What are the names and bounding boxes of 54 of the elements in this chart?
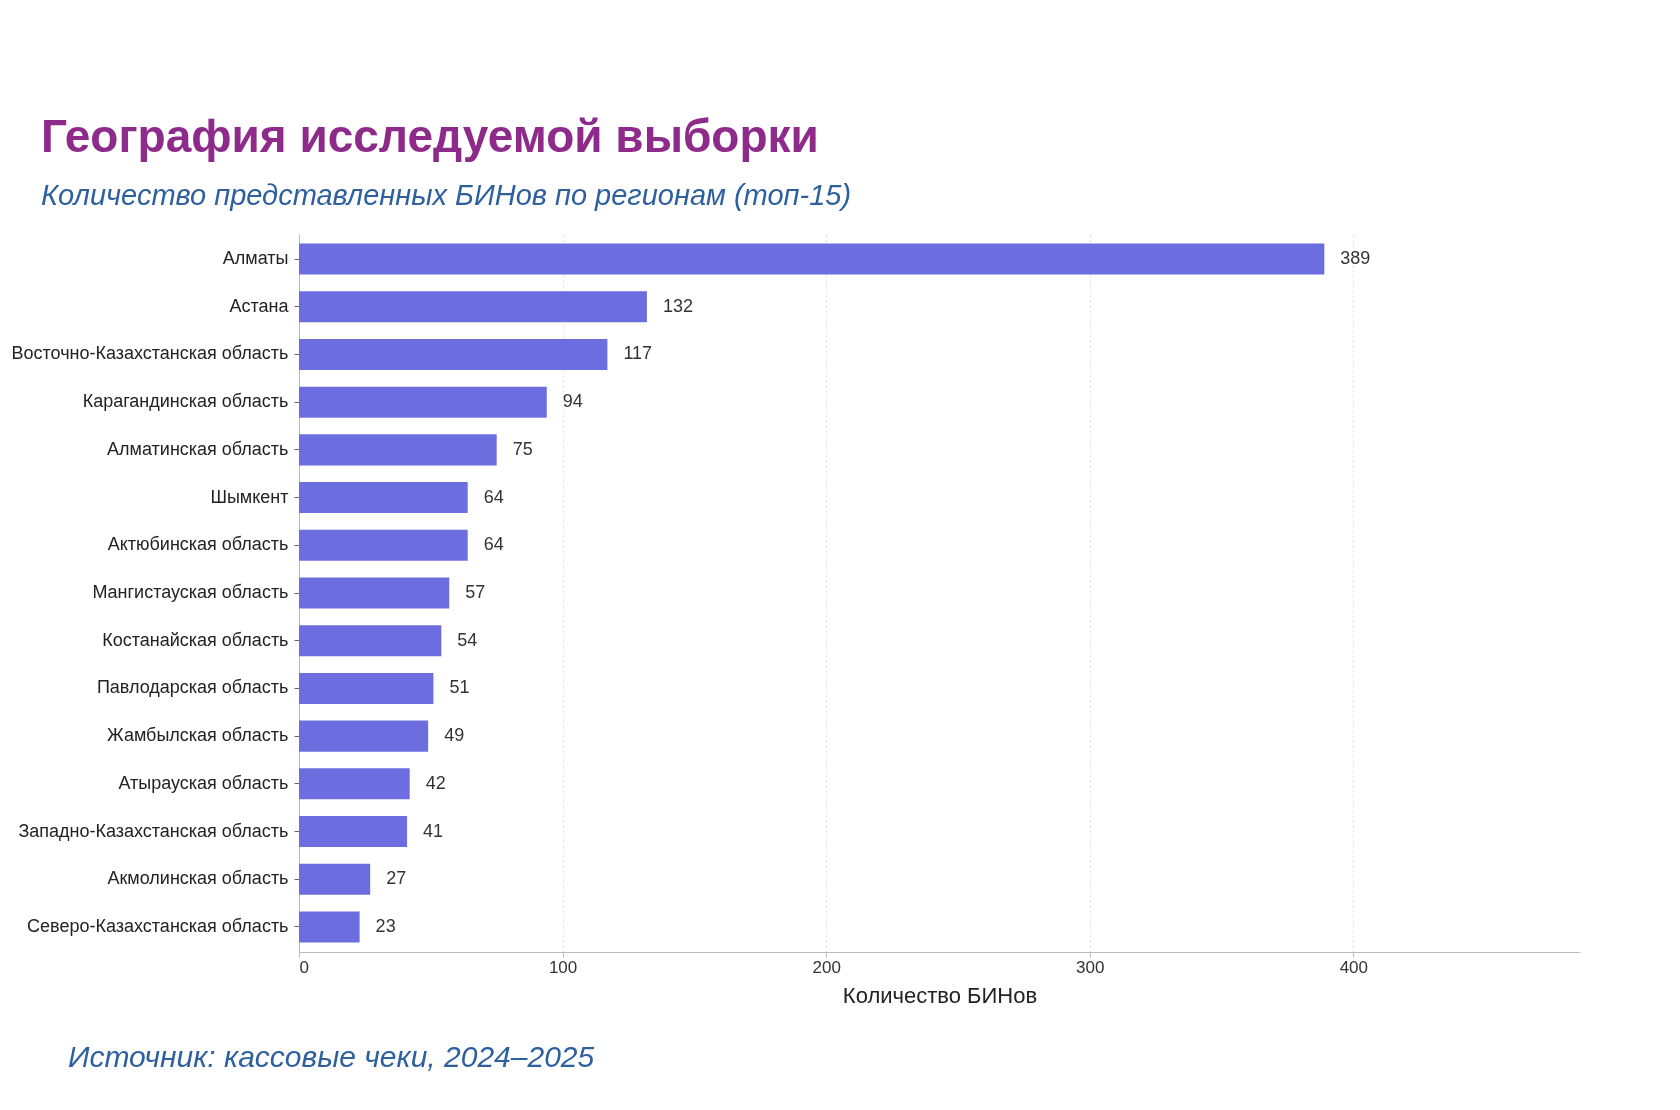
- y-tick-label: Карагандинская область: [82, 391, 289, 412]
- y-tick-label: Западно-Казахстанская область: [18, 820, 289, 841]
- chart-subtitle: Количество представленных БИНов по регионам (топ-15): [41, 179, 852, 211]
- data-label: 42: [425, 772, 446, 793]
- x-tick-label: 400: [1339, 957, 1369, 977]
- bar: [299, 720, 429, 752]
- y-tick-label: Атырауская область: [118, 772, 289, 793]
- x-axis-title: Количество БИНов: [842, 982, 1038, 1008]
- y-tick-label: Актюбинская область: [107, 534, 289, 555]
- data-label: 41: [423, 820, 444, 841]
- data-label: 64: [483, 534, 504, 555]
- data-label: 27: [386, 868, 407, 889]
- y-tick-label: Павлодарская область: [96, 677, 289, 698]
- bar: [299, 863, 371, 895]
- bar: [299, 386, 547, 418]
- bar: [299, 482, 468, 514]
- y-tick-label: Жамбылская область: [107, 725, 289, 746]
- data-label: 117: [623, 343, 653, 364]
- text: Источник: кассовые чеки, 2024–2025: [68, 1040, 595, 1074]
- data-label: 94: [562, 391, 583, 412]
- data-label: 64: [483, 486, 504, 507]
- y-tick-label: Восточно-Казахстанская область: [11, 343, 289, 364]
- bar: [299, 672, 434, 704]
- x-tick-label: 300: [1076, 957, 1105, 977]
- bar: [299, 291, 647, 323]
- bar: [299, 911, 360, 943]
- y-tick-label: Алматы: [222, 248, 289, 269]
- y-tick-label: Костанайская область: [102, 629, 289, 650]
- x-tick-label: 100: [548, 957, 578, 977]
- x-tick-label: 0: [299, 957, 309, 977]
- bar: [299, 577, 450, 609]
- y-tick-label: Алматинская область: [107, 438, 289, 459]
- data-label: 57: [465, 582, 486, 602]
- y-tick-label: Астана: [229, 295, 290, 316]
- bar: [299, 243, 1325, 275]
- y-tick-label: Северо-Казахстанская область: [27, 915, 289, 936]
- y-tick-label: Мангистауская область: [92, 582, 289, 602]
- bar: [299, 768, 410, 800]
- data-label: 23: [375, 915, 396, 936]
- y-tick-label: Акмолинская область: [107, 868, 289, 889]
- bar: [299, 434, 497, 466]
- data-label: 389: [1340, 248, 1371, 269]
- bar: [299, 816, 408, 848]
- data-label: 54: [457, 629, 478, 650]
- bar: [299, 625, 442, 657]
- bar: [299, 529, 468, 561]
- bar: [299, 338, 608, 370]
- chart-title: География исследуемой выборки: [41, 110, 819, 162]
- data-label: 51: [449, 677, 470, 698]
- data-label: 132: [662, 295, 693, 316]
- x-tick-label: 200: [812, 957, 841, 977]
- data-label: 49: [444, 725, 465, 746]
- data-label: 75: [512, 438, 533, 459]
- y-tick-label: Шымкент: [210, 486, 289, 507]
